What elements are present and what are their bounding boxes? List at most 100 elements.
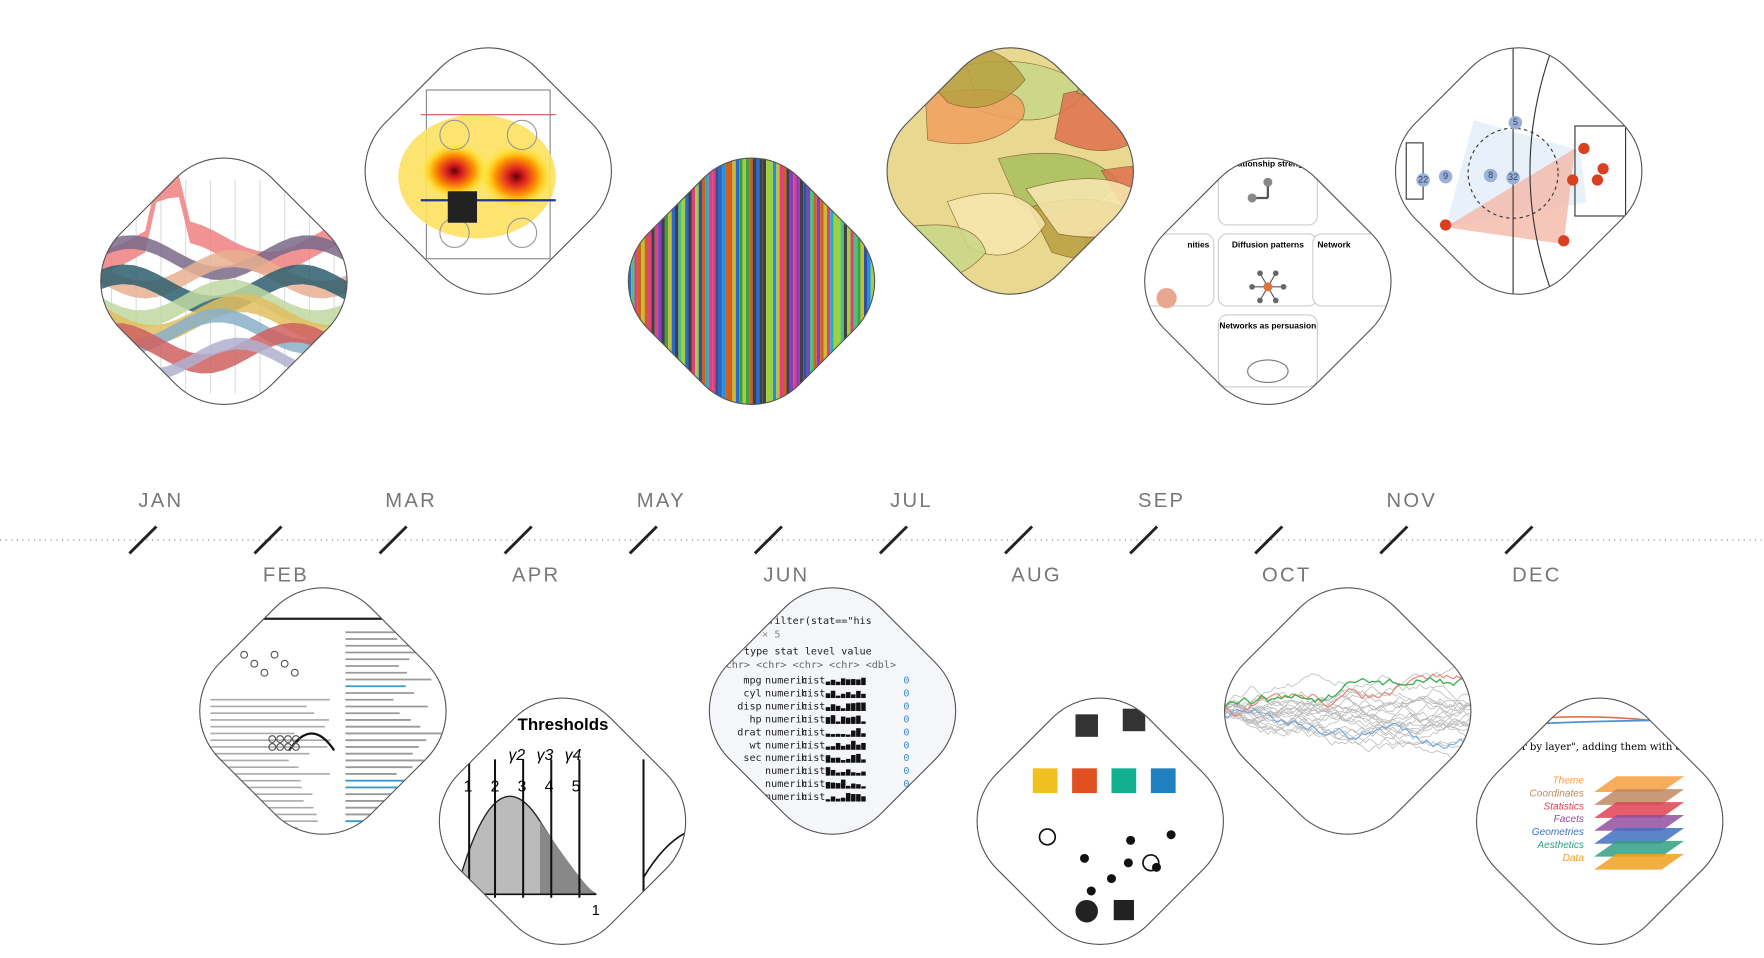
thumbnail[interactable]: ayer by layer", adding them with a + Them… (1449, 670, 1751, 958)
spark (846, 758, 851, 763)
spark (825, 781, 831, 789)
spark (840, 797, 846, 802)
month-label: APR (512, 564, 560, 586)
code: 0 (903, 753, 909, 764)
walk (1223, 700, 1471, 738)
stripe (651, 157, 655, 405)
spark (840, 771, 846, 776)
spark (835, 798, 841, 802)
node (1280, 284, 1287, 290)
walk (1223, 703, 1471, 736)
walk (1223, 697, 1471, 735)
stripe (705, 157, 709, 405)
thumbnail[interactable] (949, 670, 1251, 958)
gamma: γ2 (509, 747, 526, 764)
ball (291, 735, 300, 744)
stripe (806, 157, 811, 405)
dot (1086, 886, 1096, 896)
layer-label: Aesthetics (1536, 840, 1584, 851)
stripe (637, 157, 642, 405)
layer-label: Theme (1552, 775, 1584, 786)
code: numeric (765, 766, 808, 777)
stripe (742, 157, 746, 405)
thumbnail-bg (1464, 686, 1735, 957)
spark (840, 760, 846, 763)
thumbnail-content: Thresholds γ2 γ3 γ4 1 2 3 4 5 1 (427, 686, 698, 957)
thumbnail[interactable] (337, 20, 639, 322)
spark (846, 703, 851, 711)
code: numeric (765, 689, 808, 700)
layer (1594, 776, 1685, 792)
gamma: γ4 (565, 747, 582, 764)
axis-end: 1 (592, 903, 600, 919)
spark (861, 721, 866, 724)
month-tick (1254, 525, 1284, 555)
spark (851, 703, 856, 711)
thumbnail-content (1212, 575, 1483, 846)
thumbnail[interactable]: Relationship strength Diffusion patterns N… (1115, 130, 1419, 432)
node (1249, 284, 1255, 290)
thumbnail-content (353, 35, 624, 306)
spark (861, 796, 866, 802)
spark (851, 679, 856, 686)
code: wt (749, 740, 761, 751)
thumbnail[interactable] (172, 560, 474, 889)
month-tick (1379, 525, 1409, 555)
spark (840, 678, 846, 686)
walk (1223, 708, 1471, 749)
spark (861, 693, 866, 699)
player (1506, 170, 1520, 185)
stripe (688, 157, 692, 405)
tree-node (270, 650, 279, 659)
code: numeric (765, 779, 808, 790)
code: 0 (903, 792, 909, 803)
code: s) %>% filter(stat=="his (726, 616, 872, 627)
spark (856, 753, 861, 763)
spark (856, 679, 861, 686)
stripe (843, 157, 848, 405)
square (1150, 768, 1176, 794)
node (1272, 270, 1279, 277)
spark (835, 742, 841, 750)
stripe (813, 157, 817, 405)
curve (642, 831, 687, 878)
thumbnail[interactable] (1197, 560, 1499, 862)
triangle (1445, 148, 1575, 245)
player-number: 8 (1488, 170, 1493, 180)
thumbnail[interactable]: Thresholds γ2 γ3 γ4 1 2 3 4 5 1 (411, 670, 713, 958)
thumbnail-content (88, 146, 359, 417)
spark (835, 757, 841, 763)
thumbnail[interactable] (600, 130, 902, 432)
month-tick (1504, 525, 1534, 555)
month-tick (253, 525, 283, 555)
tree-node (280, 659, 289, 668)
node (1156, 287, 1177, 309)
density-dark (540, 821, 597, 895)
thumbnail[interactable]: 5 9 8 32 22 (1368, 20, 1670, 322)
card-title: nities (1187, 239, 1209, 249)
thumbnail-border (1223, 587, 1472, 835)
walk (1223, 670, 1471, 711)
square (1075, 714, 1098, 737)
spark (851, 755, 856, 763)
code: hist (801, 727, 825, 738)
node (1247, 193, 1257, 203)
spark (825, 799, 831, 802)
player-number: 9 (1443, 171, 1448, 181)
code: 0 (903, 701, 909, 712)
ball (284, 743, 292, 751)
code: numeric (765, 792, 808, 803)
stripe (661, 157, 665, 405)
ball (291, 743, 300, 751)
thumbnail[interactable] (73, 130, 375, 432)
faceoff (506, 119, 538, 151)
spark (835, 705, 841, 711)
code: hist (801, 792, 825, 803)
ball (268, 735, 277, 744)
gamma: γ3 (537, 747, 554, 764)
month-label: SEP (1138, 490, 1185, 512)
card (1217, 314, 1318, 388)
stripe (641, 157, 645, 405)
